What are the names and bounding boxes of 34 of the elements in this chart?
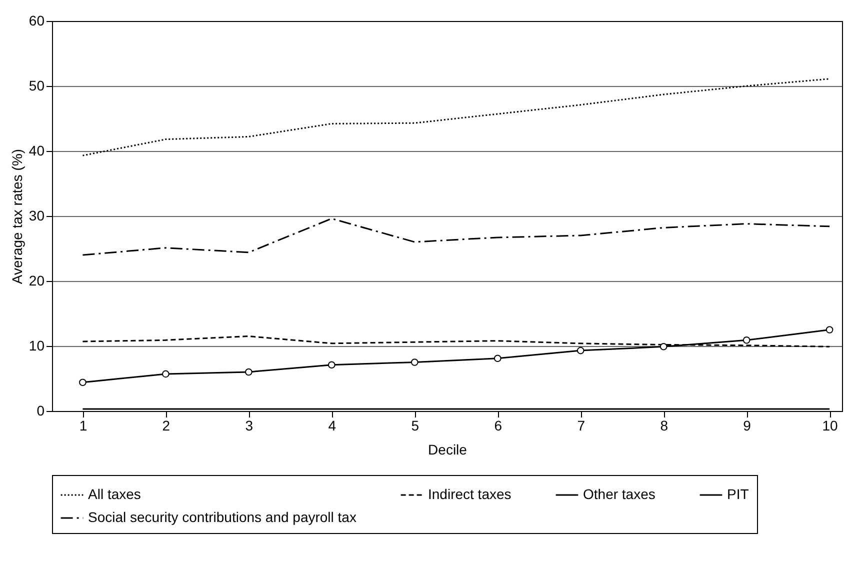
legend-label: All taxes (88, 486, 141, 502)
y-tick-label: 20 (28, 272, 45, 288)
point (79, 378, 86, 386)
x-tick-label: 8 (660, 418, 668, 434)
y-tick-label: 30 (28, 208, 45, 224)
legend-label: PIT (727, 486, 750, 502)
legend-label: Social security contributions and payroll tax (88, 509, 356, 525)
y-tick-label: 60 (28, 12, 45, 28)
point (826, 326, 834, 334)
y-tick-label: 0 (36, 402, 45, 418)
x-tick-label: 9 (743, 418, 752, 434)
x-tick-label: 10 (822, 418, 838, 434)
x-tick-label: 6 (494, 418, 502, 434)
x-tick-label: 1 (79, 418, 88, 434)
point (328, 361, 336, 369)
point (742, 336, 750, 344)
y-axis-title: Average tax rates (%) (8, 148, 25, 284)
point (245, 368, 252, 376)
point (494, 354, 502, 362)
point (660, 342, 668, 350)
x-tick-label: 5 (411, 418, 420, 434)
x-tick-label: 3 (245, 418, 254, 434)
y-tick-label: 10 (28, 338, 45, 354)
point (410, 358, 418, 366)
x-axis-title: Decile (428, 442, 468, 458)
x-tick-label: 4 (328, 418, 336, 434)
point (576, 346, 584, 354)
legend-label: Indirect taxes (428, 486, 512, 502)
legend-label: Other taxes (583, 486, 656, 502)
y-tick-label: 40 (28, 142, 45, 158)
x-tick-label: 2 (162, 418, 170, 434)
x-tick-label: 7 (577, 418, 586, 434)
y-tick-label: 50 (28, 78, 45, 94)
point (162, 370, 170, 378)
